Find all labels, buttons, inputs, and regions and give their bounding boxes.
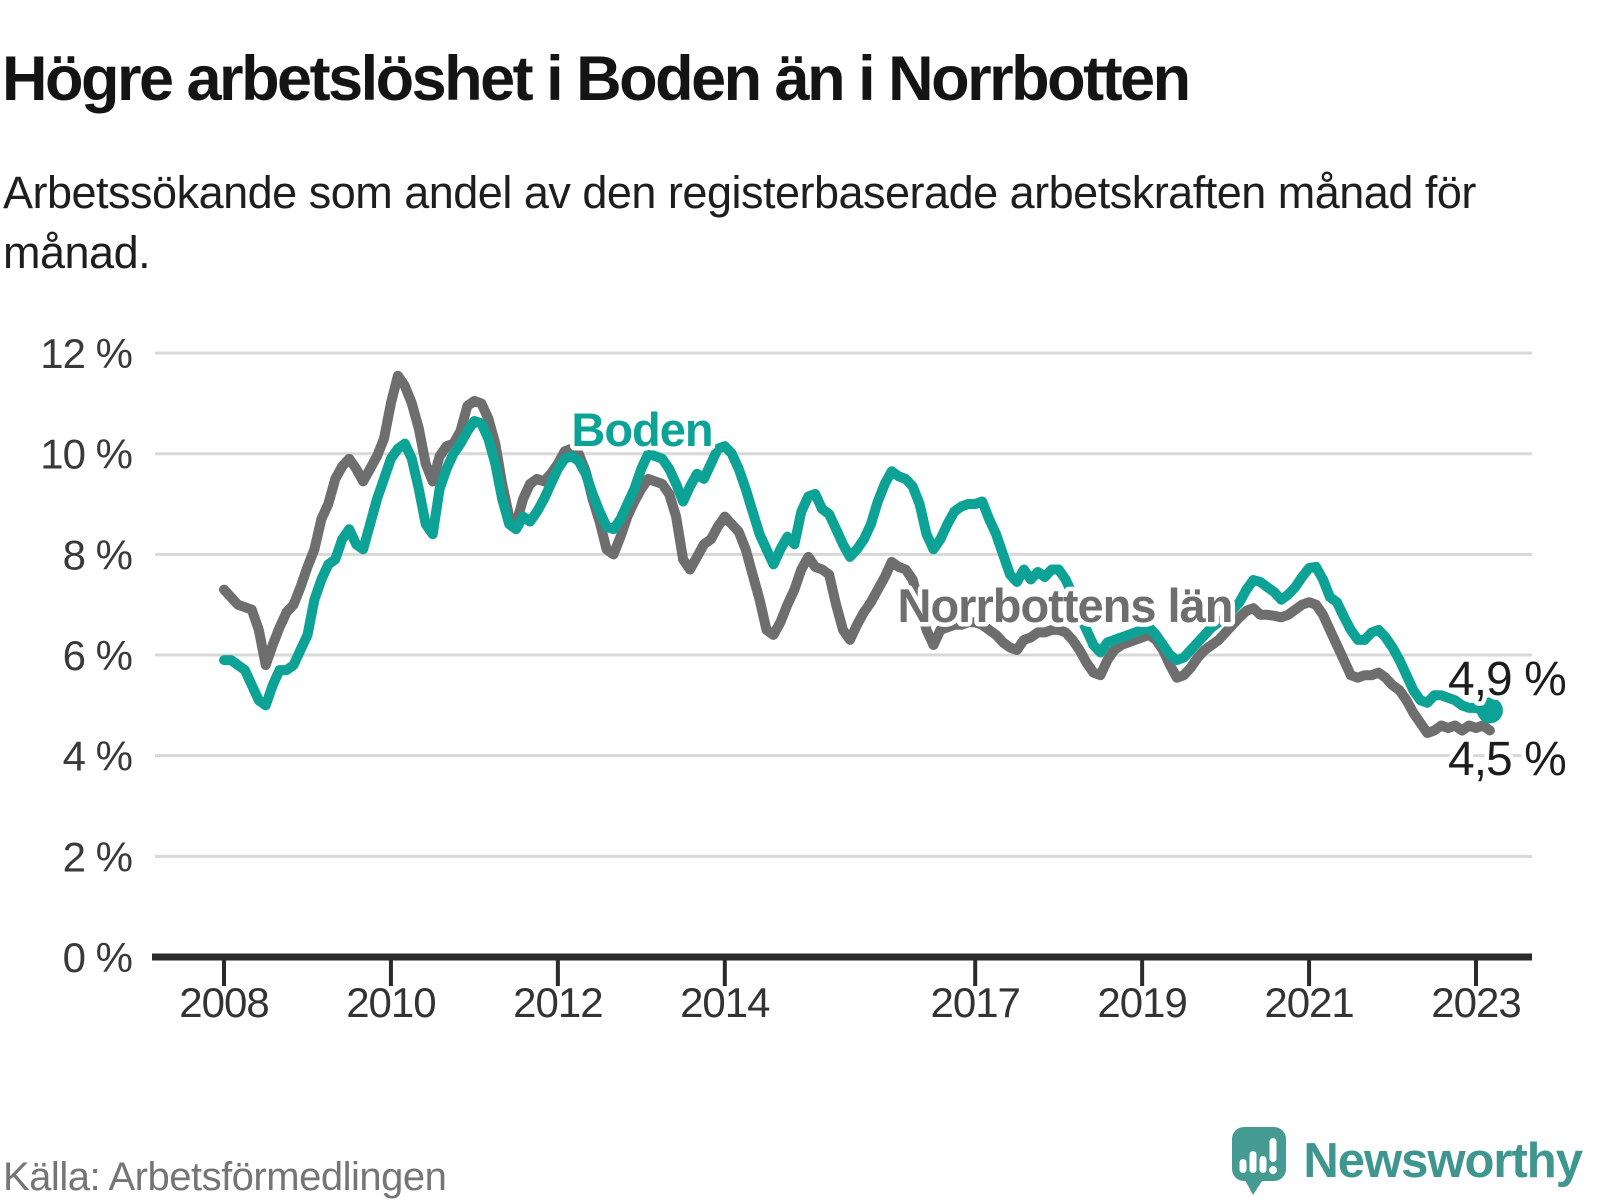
label-norrbotten: Norrbottens län	[898, 579, 1233, 632]
y-tick-label: 8 %	[63, 531, 132, 578]
y-tick-label: 4 %	[63, 733, 132, 780]
newsworthy-logo: Newsworthy	[1231, 1127, 1583, 1195]
y-tick-label: 10 %	[40, 431, 132, 478]
x-tick-label: 2017	[930, 979, 1019, 1026]
newsworthy-speech-bubble-chart-icon	[1232, 1127, 1287, 1195]
source-note: Källa: Arbetsförmedlingen	[3, 1155, 447, 1199]
y-tick-label: 0 %	[63, 934, 132, 981]
x-tick-label: 2014	[680, 979, 770, 1026]
chart-subtitle: Arbetssökande som andel av den registerb…	[3, 167, 1476, 278]
y-tick-label: 12 %	[40, 330, 132, 377]
series-line-boden	[219, 416, 1495, 716]
end-label-boden: 4,9 %	[1448, 653, 1566, 706]
end-label-norrbotten: 4,5 %	[1448, 733, 1566, 786]
series-line-norrbottens-l-n	[219, 370, 1495, 738]
x-tick-label: 2021	[1264, 979, 1353, 1026]
x-tick-label: 2019	[1097, 979, 1186, 1026]
x-tick-label: 2012	[513, 979, 602, 1026]
label-boden: Boden	[571, 403, 712, 456]
series-end-dot	[1476, 697, 1503, 724]
page-title: Högre arbetslöshet i Boden än i Norrbott…	[2, 44, 1191, 115]
x-tick-label: 2008	[179, 979, 268, 1026]
x-tick-label: 2010	[346, 979, 435, 1026]
y-tick-label: 2 %	[63, 833, 132, 880]
newsworthy-logo-text: Newsworthy	[1303, 1134, 1583, 1188]
y-tick-label: 6 %	[63, 632, 132, 679]
x-tick-label: 2023	[1431, 979, 1520, 1026]
